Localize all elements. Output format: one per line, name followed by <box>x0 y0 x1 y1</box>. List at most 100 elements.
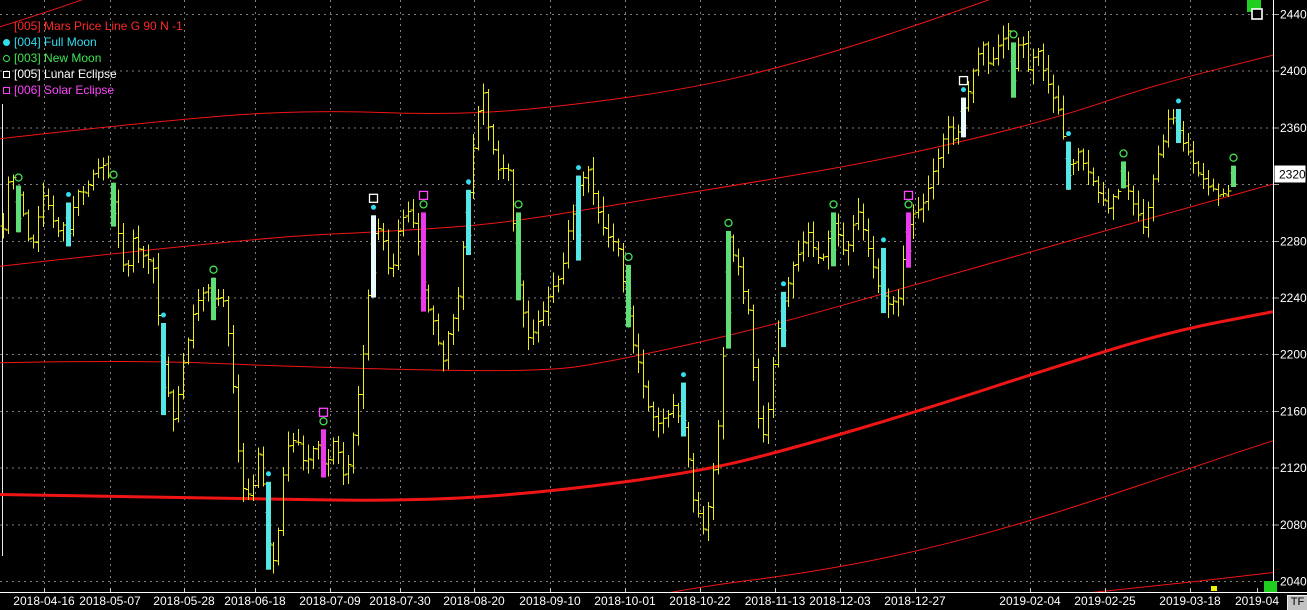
legend-item-solar-eclipse[interactable]: [006] Solar Eclipse <box>3 82 183 98</box>
full-moon-dot-icon <box>371 204 376 210</box>
full-moon-dot-icon <box>1176 98 1181 104</box>
date-tick-label: 2018-12-27 <box>884 594 946 608</box>
lunar-eclipse-square-icon <box>368 193 379 203</box>
full-moon-dot-icon <box>781 281 786 287</box>
date-tick-label: 2018-09-10 <box>519 594 581 608</box>
future-event-markers <box>1211 0 1277 592</box>
next-lunar-eclipse-square-icon <box>1251 8 1263 20</box>
solar-eclipse-bar <box>321 429 326 478</box>
new-moon-circle-icon <box>724 218 733 228</box>
legend-label: [006] Solar Eclipse <box>14 83 115 97</box>
moon-event-markers <box>14 30 1238 570</box>
date-tick-label: 2019-03-18 <box>1159 594 1221 608</box>
last-price-box <box>1274 165 1306 183</box>
new-moon-circle-icon <box>1009 30 1018 39</box>
price-tick-label: 2080 <box>1280 518 1307 532</box>
solar-eclipse-bar <box>906 212 911 268</box>
legend-label: [005] Mars Price Line G 90 N -1 <box>14 19 183 33</box>
full-moon-bar <box>66 202 71 247</box>
price-tick-label: 2040 <box>1280 575 1307 589</box>
new-moon-bar <box>16 185 21 233</box>
price-tick-label: 2280 <box>1280 234 1307 248</box>
new-moon-bar <box>211 277 216 321</box>
full-moon-bar <box>466 189 471 255</box>
new-moon-circle-icon <box>904 200 913 209</box>
full-moon-bar <box>1176 109 1181 143</box>
lunar-eclipse-square-icon <box>958 75 969 86</box>
legend-item-mars-price-line[interactable]: [005] Mars Price Line G 90 N -1 <box>3 18 183 34</box>
full-moon-bar <box>266 481 271 570</box>
new-moon-circle-icon <box>3 54 10 62</box>
new-moon-circle-icon <box>514 200 523 209</box>
new-moon-bar <box>1011 42 1016 98</box>
solar-eclipse-square-icon <box>3 86 10 94</box>
date-tick-label: 2018-10-22 <box>669 594 731 608</box>
date-tick-label: 2018-07-09 <box>299 594 361 608</box>
legend-label: [004] Full Moon <box>14 35 97 49</box>
timeframe-button[interactable]: TF <box>1287 595 1307 610</box>
new-moon-bar <box>1121 161 1126 189</box>
full-moon-dot-icon <box>266 471 271 477</box>
legend-item-lunar-eclipse[interactable]: [005] Lunar Eclipse <box>3 66 183 82</box>
full-moon-dot-icon <box>681 372 686 378</box>
full-moon-bar <box>576 175 581 261</box>
full-moon-dot-icon <box>161 312 166 318</box>
full-moon-bar <box>781 291 786 348</box>
date-tick-label: 2019-04 <box>1235 594 1279 608</box>
new-moon-circle-icon <box>829 200 838 209</box>
corner-new-moon-block <box>1264 581 1277 592</box>
lunar-eclipse-square-icon <box>3 70 10 78</box>
date-tick-label: 2018-10-01 <box>594 594 656 608</box>
price-axis[interactable]: 2440 2400 2360 2280 2240 2200 2160 2120 2080 2040… <box>1273 0 1307 593</box>
full-moon-bar <box>161 323 166 416</box>
full-moon-dot-icon <box>3 38 10 46</box>
full-moon-dot-icon <box>576 165 581 171</box>
new-moon-circle-icon <box>624 252 633 262</box>
full-moon-bar <box>681 382 686 437</box>
new-moon-circle-icon <box>1119 149 1128 158</box>
full-moon-bar <box>1066 141 1071 190</box>
full-moon-dot-icon <box>881 237 886 243</box>
date-tick-label: 2018-08-20 <box>443 594 505 608</box>
date-tick-label: 2018-11-13 <box>745 594 806 608</box>
price-tick-label: 2360 <box>1280 121 1307 135</box>
new-moon-circle-icon <box>14 173 23 182</box>
grid <box>0 0 1273 592</box>
date-tick-label: 2018-05-28 <box>153 594 215 608</box>
date-tick-label: 2018-04-16 <box>13 594 75 608</box>
new-moon-circle-icon <box>209 265 218 274</box>
new-moon-bar <box>831 212 836 267</box>
solar-eclipse-square-icon <box>418 190 429 201</box>
new-moon-bar <box>1231 165 1236 187</box>
full-moon-dot-icon <box>1066 131 1071 137</box>
solar-eclipse-bar <box>421 212 426 312</box>
new-moon-bar <box>111 182 116 227</box>
price-tick-label: 2120 <box>1280 461 1307 475</box>
new-moon-circle-icon <box>419 200 428 209</box>
new-moon-bar <box>726 230 731 349</box>
study-legend: [005] Mars Price Line G 90 N -1 [004] Fu… <box>3 18 183 98</box>
price-tick-label: 2200 <box>1280 348 1307 362</box>
price-tick-label: 2240 <box>1280 291 1307 305</box>
price-tick-label: 2440 <box>1280 8 1307 22</box>
date-tick-label: 2018-07-30 <box>369 594 431 608</box>
new-moon-circle-icon <box>319 417 328 426</box>
new-moon-bar <box>516 212 521 301</box>
new-moon-bar <box>626 264 631 328</box>
time-axis[interactable]: 2018-04-16 2018-05-07 2018-05-28 2018-06-18… <box>0 588 1307 608</box>
full-moon-bar <box>881 247 886 314</box>
last-price-label: 2320 <box>1279 168 1306 182</box>
new-moon-circle-icon <box>1229 153 1238 162</box>
date-tick-label: 2019-02-25 <box>1074 594 1136 608</box>
legend-item-new-moon[interactable]: [003] New Moon <box>3 50 183 66</box>
date-tick-label: 2018-06-18 <box>224 594 286 608</box>
new-moon-circle-icon <box>109 170 118 179</box>
current-bar-time-tick <box>1211 586 1217 591</box>
legend-item-full-moon[interactable]: [004] Full Moon <box>3 34 183 50</box>
mars-price-lines <box>0 0 1274 599</box>
lunar-eclipse-bar <box>371 215 376 298</box>
price-tick-label: 2400 <box>1280 64 1307 78</box>
date-tick-label: 2019-02-04 <box>999 594 1061 608</box>
